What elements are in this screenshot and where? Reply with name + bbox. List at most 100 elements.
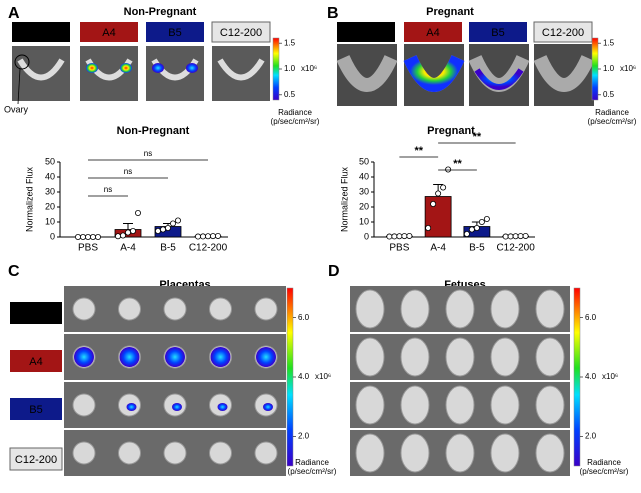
y-axis-label: Normalized Flux — [24, 166, 34, 232]
data-point — [473, 224, 480, 231]
tissue — [533, 55, 595, 92]
tissue — [217, 58, 265, 81]
data-point — [517, 233, 524, 240]
y-tick-label: 10 — [359, 216, 369, 226]
y-axis-label: Normalized Flux — [339, 166, 349, 232]
ovary-marker — [14, 54, 30, 70]
x-tick-label: PBS — [78, 243, 98, 254]
colorbar-exponent: x10⁶ — [620, 64, 636, 73]
placenta — [254, 441, 278, 465]
colorbar-tick-label: 4.0 — [585, 372, 597, 381]
data-point — [120, 232, 127, 239]
colorbar-tick-label: 6.0 — [585, 313, 597, 322]
data-point — [134, 209, 141, 216]
data-point — [85, 233, 92, 240]
colorbar-unit: Radiance — [587, 458, 621, 467]
significance: ** — [473, 131, 482, 143]
data-point — [204, 233, 211, 240]
signal — [74, 347, 94, 367]
y-tick-label: 20 — [359, 201, 369, 211]
y-tick-label: 30 — [45, 186, 55, 196]
group-box — [12, 22, 70, 42]
data-point — [435, 190, 442, 197]
fetus — [445, 337, 475, 377]
colorbar-tick-label: 2.0 — [298, 431, 310, 440]
fetus — [535, 433, 565, 473]
y-tick-label: 0 — [364, 231, 369, 241]
data-point — [406, 232, 413, 239]
data-point — [174, 217, 181, 224]
panel-title: Pregnant — [426, 6, 474, 18]
placenta — [163, 297, 187, 321]
data-point — [512, 233, 519, 240]
colorbar-exponent: x10⁶ — [602, 372, 618, 381]
placenta — [209, 441, 232, 465]
colorbar — [272, 37, 280, 101]
data-point — [169, 220, 176, 227]
data-point — [129, 227, 136, 234]
data-point — [478, 218, 485, 225]
data-point — [159, 226, 166, 233]
data-point — [522, 232, 529, 239]
placenta — [254, 297, 278, 321]
data-point — [507, 233, 514, 240]
x-tick-label: PBS — [389, 243, 409, 254]
fetus — [355, 337, 385, 377]
x-tick-label: A-4 — [430, 243, 446, 254]
colorbar-unit: (p/sec/cm²/sr) — [580, 467, 629, 476]
significance: ** — [453, 158, 462, 170]
ovary-image — [12, 46, 70, 101]
colorbar-tick-label: 1.0 — [284, 64, 296, 73]
y-tick-label: 50 — [45, 156, 55, 166]
colorbar-unit: Radiance — [278, 108, 312, 117]
group-label: C12-200 — [220, 27, 262, 39]
data-point — [468, 226, 475, 233]
data-point — [214, 232, 221, 239]
panel-letter: B — [327, 5, 339, 22]
group-label: A4 — [29, 356, 42, 368]
signal — [256, 347, 276, 367]
signal — [186, 63, 198, 73]
ovary-image — [146, 46, 204, 101]
signal — [217, 403, 228, 411]
group-box — [404, 22, 462, 42]
significance: ns — [144, 149, 152, 158]
data-point — [209, 233, 216, 240]
fetus — [445, 385, 475, 425]
ovary-image — [80, 46, 138, 101]
data-point — [445, 166, 452, 173]
data-point — [80, 233, 87, 240]
placenta — [118, 297, 141, 321]
group-label: A4 — [102, 27, 115, 39]
fetus — [490, 289, 520, 329]
fetus — [400, 433, 430, 473]
fetus — [490, 337, 520, 377]
fetus — [490, 433, 520, 473]
data-point — [194, 233, 201, 240]
data-point — [391, 233, 398, 240]
data-point — [425, 224, 432, 231]
group-label: C12-200 — [542, 27, 584, 39]
fetus — [400, 337, 430, 377]
colorbar-exponent: x10⁶ — [301, 64, 317, 73]
colorbar-unit: Radiance — [295, 458, 329, 467]
fetus — [355, 289, 385, 329]
signal — [165, 347, 185, 367]
group-box — [533, 21, 593, 43]
x-tick-label: B-5 — [469, 243, 485, 254]
data-point — [115, 233, 122, 240]
colorbar-tick-label: 6.0 — [298, 313, 310, 322]
data-point — [430, 200, 437, 207]
fetus — [535, 337, 565, 377]
data-point — [125, 229, 132, 236]
signal — [263, 403, 273, 411]
y-tick-label: 20 — [45, 201, 55, 211]
chart-title: Pregnant — [427, 125, 475, 137]
fetus — [490, 385, 520, 425]
group-label: A4 — [426, 27, 439, 39]
data-point — [502, 233, 509, 240]
data-point — [95, 233, 102, 240]
data-point — [75, 233, 82, 240]
data-point — [401, 233, 408, 240]
